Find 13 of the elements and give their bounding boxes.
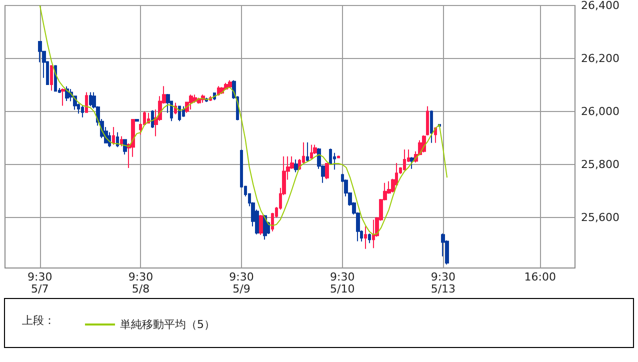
y-tick-label: 25,600 [581, 211, 620, 224]
x-tick-label: 9:30 5/8 [128, 270, 154, 296]
y-tick-label: 26,200 [581, 52, 620, 66]
legend-label: 単純移動平均（5） [120, 318, 215, 331]
x-tick-label: 9:30 5/13 [430, 270, 456, 296]
x-tick-label: 9:30 5/10 [330, 270, 355, 296]
x-tick-label: 16:00 [524, 270, 556, 284]
x-tick-label: 9:30 5/7 [28, 270, 52, 296]
y-tick-label: 26,000 [581, 105, 620, 118]
y-tick-label: 26,400 [581, 0, 620, 12]
x-tick-label: 9:30 5/9 [229, 270, 254, 296]
legend-title: 上段： [22, 314, 55, 327]
y-tick-label: 25,800 [581, 158, 620, 172]
